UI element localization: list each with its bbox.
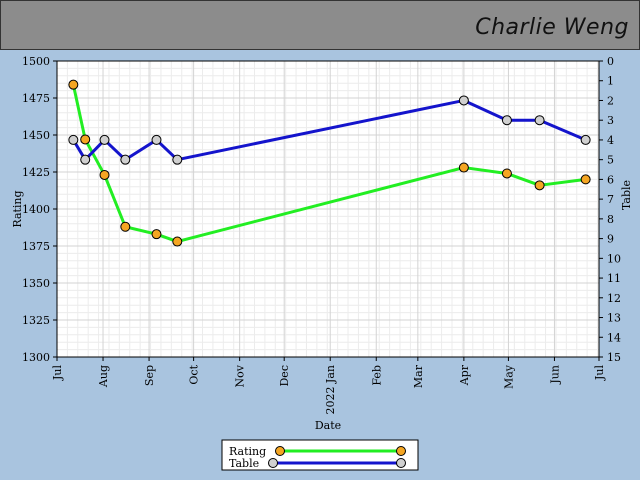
x-tick-label: May	[502, 364, 515, 389]
table-point	[99, 134, 110, 145]
y-left-tick-label: 1350	[22, 277, 50, 290]
x-tick-label: Sep	[143, 365, 156, 386]
y-right-tick-label: 9	[607, 233, 614, 246]
y-right-tick-label: 3	[607, 114, 614, 127]
legend-marker-table	[396, 458, 406, 468]
header-bar: Charlie Weng	[0, 0, 640, 50]
x-tick-label: Aug	[97, 365, 110, 388]
table-point	[501, 115, 512, 126]
legend-label-rating: Rating	[229, 445, 266, 458]
rating-point	[580, 174, 591, 185]
x-axis-title: Date	[315, 419, 341, 432]
rating-point	[99, 169, 110, 180]
y-right-tick-label: 11	[607, 272, 621, 285]
x-tick-label: Jul	[51, 365, 64, 381]
y-right-tick-label: 1	[607, 75, 614, 88]
rating-point	[458, 162, 469, 173]
table-point	[580, 134, 591, 145]
y-right-tick-label: 8	[607, 213, 614, 226]
legend-marker-rating	[275, 446, 285, 456]
x-tick-label: Apr	[458, 364, 471, 386]
y-right-tick-label: 13	[607, 312, 621, 325]
y-left-tick-label: 1375	[22, 240, 50, 253]
y-right-tick-label: 4	[607, 134, 614, 147]
legend-marker-table	[268, 458, 278, 468]
x-tick-label: Dec	[278, 365, 291, 387]
rating-point	[80, 134, 91, 145]
x-tick-label: Feb	[370, 365, 383, 386]
table-point	[80, 154, 91, 165]
x-tick-label: Nov	[234, 364, 247, 387]
legend-label-table: Table	[229, 457, 259, 470]
y-right-tick-label: 10	[607, 252, 621, 265]
y-right-tick-label: 0	[607, 55, 614, 68]
y-left-tick-label: 1300	[22, 351, 50, 364]
table-point	[68, 134, 79, 145]
y-right-tick-label: 14	[607, 331, 621, 344]
y-left-tick-label: 1500	[22, 55, 50, 68]
x-tick-label: 2022 Jan	[324, 365, 337, 415]
legend-marker-rating	[396, 446, 406, 456]
table-point	[534, 115, 545, 126]
rating-point	[68, 79, 79, 90]
y-right-tick-label: 6	[607, 173, 614, 186]
x-tick-label: Mar	[412, 364, 425, 388]
table-point	[172, 154, 183, 165]
rating-point	[120, 221, 131, 232]
y-left-axis-title: Rating	[11, 190, 24, 227]
table-line	[72, 98, 587, 162]
rating-point	[501, 168, 512, 179]
rating-point	[172, 236, 183, 247]
table-point	[458, 95, 469, 106]
y-left-tick-label: 1325	[22, 314, 50, 327]
y-right-tick-label: 12	[607, 292, 621, 305]
table-point	[120, 154, 131, 165]
rating-point	[534, 180, 545, 191]
legend-box	[221, 439, 419, 471]
rating-point	[151, 229, 162, 240]
y-left-tick-label: 1425	[22, 166, 50, 179]
y-left-tick-label: 1475	[22, 92, 50, 105]
x-tick-label: Jun	[548, 365, 561, 385]
x-tick-label: Jul	[593, 365, 606, 381]
y-left-tick-label: 1400	[22, 203, 50, 216]
y-right-tick-label: 15	[607, 351, 621, 364]
rating-line	[71, 84, 586, 244]
y-left-tick-label: 1450	[22, 129, 50, 142]
y-right-tick-label: 5	[607, 154, 614, 167]
y-right-axis-title: Table	[620, 180, 633, 210]
y-right-tick-label: 2	[607, 94, 614, 107]
table-point	[151, 134, 162, 145]
player-name: Charlie Weng	[475, 15, 629, 40]
y-right-tick-label: 7	[607, 193, 614, 206]
x-tick-label: Oct	[188, 364, 201, 384]
